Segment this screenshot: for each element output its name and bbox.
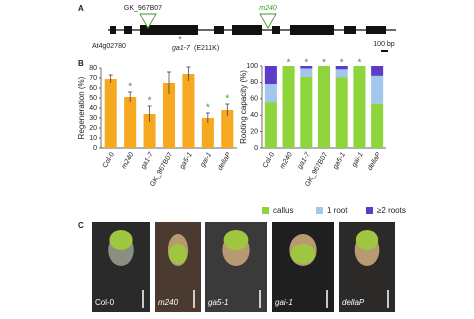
error-bar	[186, 66, 191, 81]
bar-segment	[300, 76, 313, 148]
photo-label: m240	[158, 298, 179, 307]
insertion-triangle	[139, 13, 157, 29]
bar-segment	[335, 69, 348, 78]
bar-segment	[264, 66, 277, 85]
bar	[221, 110, 234, 148]
gene-name: At4g02780	[92, 43, 126, 50]
callus	[290, 244, 316, 264]
x-tick-label: ga5-1	[179, 151, 194, 170]
photo-label: gai-1	[275, 298, 293, 307]
y-axis-label: Regeneration (%)	[77, 76, 86, 139]
x-tick-label: ga1-7	[297, 150, 313, 170]
error-bar	[147, 105, 152, 122]
bar	[182, 74, 195, 148]
x-tick-label: m240	[121, 151, 136, 170]
panel-label: A	[78, 4, 84, 13]
callus	[109, 230, 133, 250]
significance-marker: *	[322, 58, 326, 69]
legend-swatch	[262, 207, 269, 214]
callus	[168, 244, 188, 264]
bar-segment	[371, 66, 384, 76]
error-bar	[108, 74, 113, 83]
photo-label: dellaP	[342, 298, 365, 307]
error-bar	[128, 91, 133, 102]
y-tick-label: 80	[89, 65, 97, 72]
bar-segment	[264, 102, 277, 148]
x-tick-label: Col-0	[262, 151, 276, 169]
bar-segment	[353, 66, 366, 148]
significance-marker: *	[304, 58, 308, 69]
panel-label: B	[78, 59, 84, 68]
y-tick-label: 100	[246, 63, 258, 70]
mutation-marker: *	[178, 34, 182, 44]
x-tick-label: ga5-1	[332, 151, 347, 170]
bar	[201, 118, 214, 148]
bar	[104, 79, 117, 148]
mutation-label: ga1-7	[172, 45, 191, 52]
exons	[110, 25, 386, 35]
callus	[223, 230, 249, 250]
y-tick-label: 20	[89, 125, 97, 132]
y-tick-label: 60	[89, 85, 97, 92]
bar-segment	[371, 103, 384, 148]
panel-label: C	[78, 221, 84, 230]
bar-segment	[371, 75, 384, 104]
significance-marker: *	[225, 94, 229, 105]
significance-marker: *	[148, 96, 152, 107]
insertion-label: GK_967B07	[124, 5, 162, 12]
bar-segment	[300, 66, 313, 69]
bar-segment	[335, 66, 348, 70]
x-tick-label: m240	[279, 151, 294, 170]
legend-label: ≥2 roots	[377, 206, 406, 215]
significance-marker: *	[287, 58, 291, 69]
x-tick-label: Col-0	[102, 151, 116, 169]
bar	[143, 114, 156, 148]
significance-marker: *	[128, 82, 132, 93]
error-bar	[167, 71, 171, 94]
significance-marker: *	[357, 58, 361, 69]
y-tick-label: 10	[89, 135, 97, 142]
y-tick-label: 50	[89, 95, 97, 102]
error-bar	[225, 103, 230, 116]
bar-segment	[335, 77, 348, 148]
bar-segment	[317, 66, 331, 148]
y-tick-label: 40	[89, 105, 97, 112]
x-tick-label: ga1-7	[140, 150, 156, 170]
significance-marker: *	[206, 103, 210, 114]
y-axis-label: Rooting capacity (%)	[239, 70, 248, 144]
photo-label: ga5-1	[208, 298, 228, 307]
legend-label: 1 root	[327, 206, 348, 215]
y-tick-label: 40	[250, 112, 258, 119]
photo-panel: Col-0 m240 ga5-1 gai-1 dellaP	[92, 222, 395, 312]
legend-swatch	[366, 207, 373, 214]
legend-label: callus	[273, 206, 293, 215]
y-tick-label: 70	[89, 75, 97, 82]
insertion-label: m240	[259, 5, 277, 12]
bar-segment	[264, 84, 277, 103]
mutation-change: (E211K)	[194, 45, 219, 52]
insertion-triangle	[259, 13, 277, 29]
x-tick-label: gai-1	[199, 151, 213, 168]
significance-marker: *	[340, 58, 344, 69]
x-tick-label: dellaP	[217, 151, 233, 172]
error-bar	[205, 112, 210, 123]
legend-swatch	[316, 207, 323, 214]
photo-label: Col-0	[95, 298, 115, 307]
x-tick-label: dellaP	[367, 151, 383, 172]
callus	[355, 230, 379, 250]
y-tick-label: 30	[89, 115, 97, 122]
y-tick-label: 0	[254, 145, 258, 152]
y-tick-label: 60	[250, 96, 258, 103]
y-tick-label: 20	[250, 128, 258, 135]
y-tick-label: 80	[250, 79, 258, 86]
bar-segment	[300, 68, 313, 77]
bar	[162, 83, 176, 148]
bar	[124, 97, 137, 148]
y-tick-label: 0	[93, 145, 97, 152]
x-tick-label: gai-1	[351, 151, 365, 168]
scale-label: 100 bp	[373, 41, 395, 48]
bar-segment	[282, 66, 295, 148]
